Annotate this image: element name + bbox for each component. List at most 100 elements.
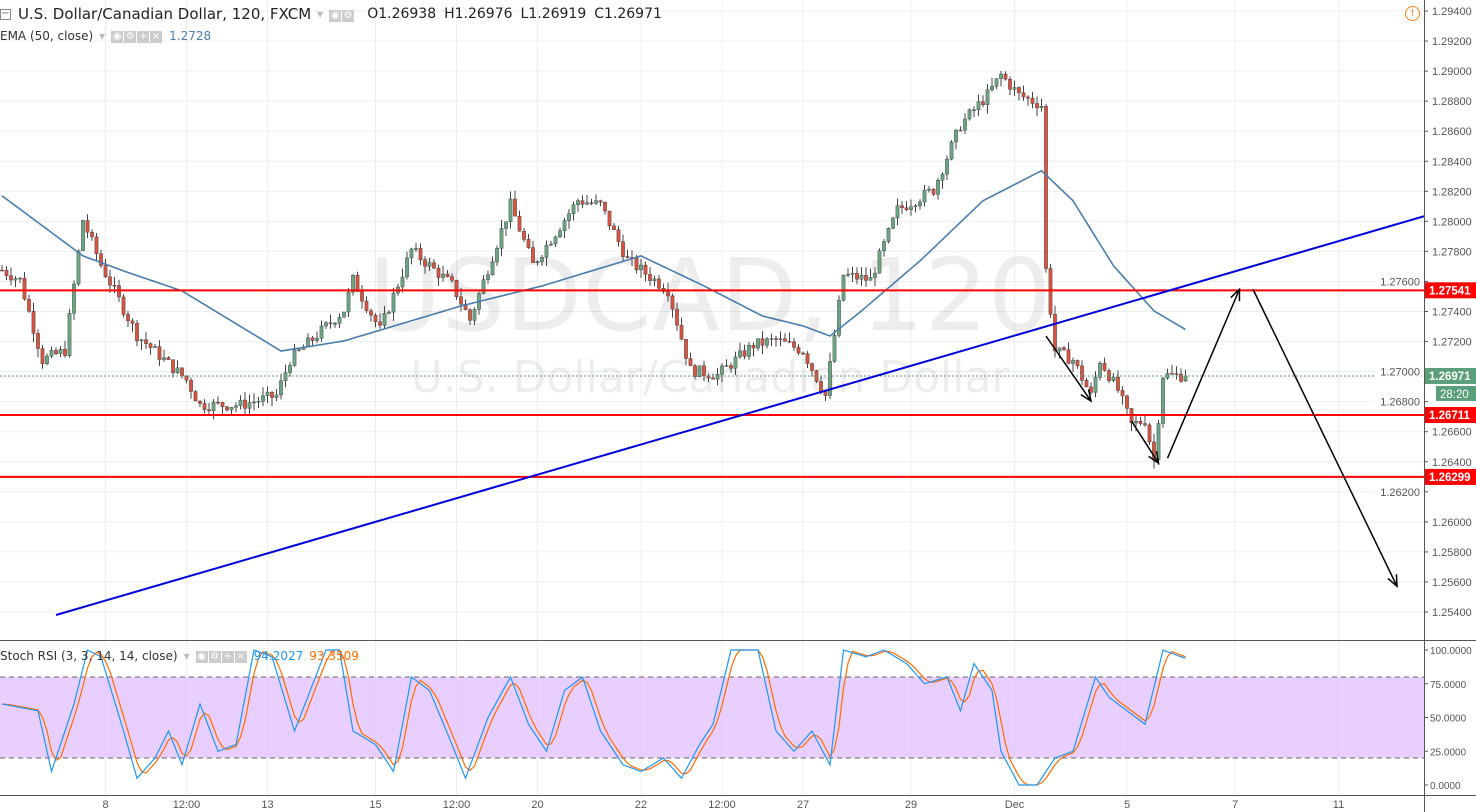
candle-up [211,401,216,412]
last-price-tag-bg [1425,367,1476,384]
candle-up [967,109,972,120]
eye-icon[interactable]: ◉ [195,651,208,663]
candle-down [823,391,828,396]
low-value: L1.26919 [520,6,587,22]
candle-up [486,274,490,280]
arrow-line[interactable] [1252,288,1398,587]
price-tick-label: 1.29400 [1432,6,1472,18]
candle-down [436,267,441,278]
gear-icon[interactable]: ⚙ [342,9,355,22]
time-tick-label: 20 [531,799,543,811]
candle-up [585,202,589,205]
candle-down [40,348,45,364]
candle-up [18,277,22,280]
candle-down [1062,347,1066,350]
candle-up [576,200,580,205]
eye-icon[interactable]: ◉ [329,9,342,22]
time-tick-label: 22 [635,799,647,811]
candle-up [175,367,180,373]
candle-down [1003,73,1008,80]
candle-up [405,257,409,278]
candle-up [292,349,297,366]
gear-icon[interactable]: ⚙ [124,31,137,43]
countdown-label: 28:20 [1440,389,1469,401]
close-icon[interactable]: × [150,31,163,43]
candle-up [153,346,157,348]
collapse-icon[interactable]: − [0,7,11,20]
candle-down [657,278,661,289]
candle-up [81,220,85,251]
candle-down [36,333,40,349]
candle-up [994,78,999,87]
arrow-line[interactable] [1045,335,1092,402]
candle-up [895,205,900,219]
gear-icon[interactable]: ⚙ [208,651,221,663]
time-axis[interactable] [0,795,1476,812]
candle-up [985,89,990,106]
countdown-bg [1436,385,1476,401]
candle-down [1048,268,1053,315]
main-legend: − U.S. Dollar/Canadian Dollar, 120, FXCM… [0,5,670,23]
candle-up [972,109,976,112]
candle-up [319,325,324,339]
level-price-tag: 1.27541 [1429,285,1471,297]
candle-down [711,377,715,380]
candle-up [936,180,940,195]
stoch-tick-label: 75.0000 [1430,680,1467,691]
arrow-line[interactable] [1130,420,1160,464]
plus-icon[interactable]: + [137,31,150,43]
candle-down [904,207,909,210]
candle-up [72,283,76,314]
price-tick-label-bg [1374,394,1421,409]
candle-down [774,338,778,340]
trend-line[interactable] [55,215,1425,616]
chevron-down-icon[interactable]: ▾ [99,28,106,43]
price-tick-label: 1.28800 [1432,96,1472,108]
candle-down [1120,390,1125,397]
price-axis[interactable] [1424,0,1476,812]
chevron-down-icon[interactable]: ▾ [183,648,190,663]
price-tick-label: 1.29000 [1432,66,1472,78]
candle-up [949,141,954,160]
candle-down [1053,314,1057,352]
candle-down [369,310,373,316]
candle-up [832,335,837,362]
candle-down [1017,87,1021,93]
candle-up [279,380,283,396]
price-tick-label: 1.27200 [1432,337,1472,349]
candle-down [1030,98,1035,104]
candle-down [742,350,747,357]
candle-down [148,343,153,348]
price-tick-label: 1.29200 [1432,36,1472,48]
price-tick-label: 1.28400 [1432,156,1472,168]
arrow-line[interactable] [1166,288,1241,459]
chevron-down-icon[interactable]: ▾ [317,7,324,21]
price-tick-label: 1.26400 [1432,457,1472,469]
candle-up [999,73,1003,79]
plus-icon[interactable]: + [221,651,234,663]
price-tick-label: 1.27000 [1380,367,1420,379]
candle-down [4,269,9,276]
candle-up [535,261,540,263]
candle-down [1021,92,1026,98]
candle-down [1084,380,1089,388]
candle-up [1183,375,1188,382]
candle-down [607,210,612,227]
candle-down [634,257,639,271]
close-icon[interactable]: × [234,651,247,663]
candle-up [382,313,387,326]
candle-down [130,320,135,324]
warning-icon[interactable]: ! [1405,6,1420,21]
candle-down [207,409,211,412]
candle-up [639,264,643,271]
eye-icon[interactable]: ◉ [111,31,124,43]
candle-up [652,278,657,281]
candle-up [256,401,261,403]
stoch-d-line [1,649,1186,786]
time-tick-label: 29 [905,799,917,811]
candle-down [693,365,697,377]
candle-down [328,322,333,324]
watermark-name: U.S. Dollar/Canadian Dollar [410,352,1010,403]
